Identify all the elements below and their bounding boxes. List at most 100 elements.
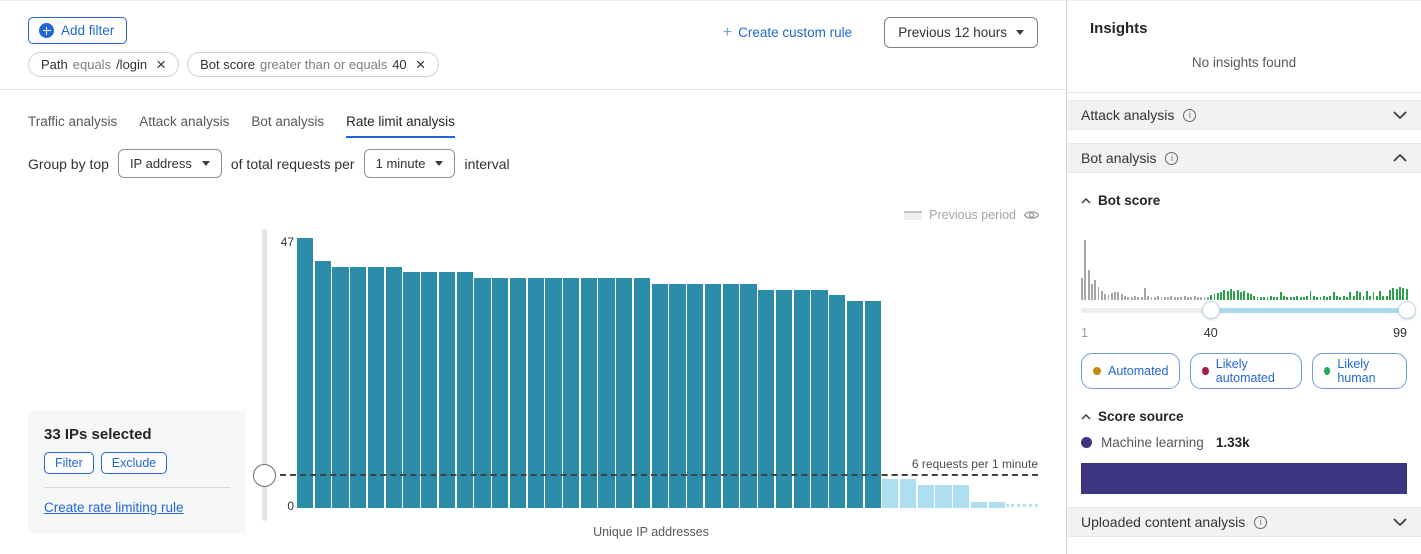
slider-label-from: 40 — [1203, 326, 1218, 340]
chart-bar[interactable] — [421, 272, 438, 508]
chart-bar[interactable] — [899, 479, 917, 508]
badge-automated[interactable]: Automated — [1081, 353, 1181, 389]
previous-period-swatch-icon — [904, 210, 923, 220]
histogram-bar — [1220, 292, 1223, 300]
threshold-slider-track[interactable] — [262, 229, 267, 521]
create-rate-limiting-rule-link[interactable]: Create rate limiting rule — [44, 500, 184, 515]
chart-bar[interactable] — [988, 502, 1005, 508]
chart-bar[interactable] — [722, 283, 739, 508]
info-icon[interactable] — [1183, 108, 1197, 122]
histogram-bar — [1226, 291, 1229, 300]
chart-bar[interactable] — [864, 301, 881, 508]
histogram-bar — [1299, 297, 1302, 300]
chevron-up-icon — [1081, 413, 1091, 419]
chart-bar[interactable] — [846, 301, 863, 508]
histogram-bar — [1346, 297, 1348, 300]
chart-bar[interactable] — [474, 278, 491, 508]
time-range-dropdown[interactable]: Previous 12 hours — [884, 17, 1038, 48]
panel-divider — [44, 487, 230, 488]
chart-bar[interactable] — [935, 485, 952, 508]
chart-bar[interactable] — [492, 278, 509, 508]
chart-bar[interactable] — [829, 295, 846, 508]
chart-bar[interactable] — [598, 278, 615, 508]
chart-bar[interactable] — [580, 278, 597, 508]
slider-handle-to[interactable] — [1398, 301, 1416, 319]
histogram-bar — [1355, 291, 1358, 300]
info-icon[interactable] — [1165, 151, 1179, 165]
add-filter-button[interactable]: Add filter — [28, 17, 128, 44]
histogram-bar — [1266, 297, 1269, 300]
chart-bar[interactable] — [403, 272, 420, 508]
eye-icon[interactable] — [1023, 209, 1040, 221]
histogram-bar — [1130, 297, 1133, 300]
filter-chip-path[interactable]: Path equals /login — [28, 52, 180, 77]
chart-bar[interactable] — [882, 479, 899, 508]
chart-bar[interactable] — [438, 272, 456, 508]
chart-bar[interactable] — [758, 289, 775, 508]
remove-filter-icon[interactable] — [416, 58, 426, 71]
section-bot-analysis[interactable]: Bot analysis — [1067, 143, 1421, 173]
chart-bar[interactable] — [367, 266, 385, 508]
chart-bar[interactable] — [527, 278, 544, 508]
histogram-bar — [1153, 297, 1156, 300]
chart-bar[interactable] — [456, 272, 473, 508]
chevron-down-icon — [201, 161, 210, 166]
histogram-bar — [1196, 297, 1199, 300]
remove-filter-icon[interactable] — [156, 58, 166, 71]
histogram-bar — [1127, 297, 1130, 300]
chart-bar[interactable] — [633, 278, 651, 508]
chart-bar[interactable] — [704, 283, 722, 508]
chart-bar[interactable] — [687, 283, 704, 508]
chart-bar[interactable] — [297, 238, 314, 508]
chart-bar[interactable] — [953, 485, 970, 508]
histogram-bar — [1399, 287, 1401, 300]
chart-bar[interactable] — [775, 289, 793, 508]
chart-bar[interactable] — [332, 266, 349, 508]
previous-period-legend[interactable]: Previous period — [904, 208, 1040, 222]
threshold-slider-handle[interactable] — [253, 464, 276, 487]
histogram-bar — [1329, 296, 1332, 300]
slider-handle-from[interactable] — [1201, 301, 1220, 319]
histogram-bar — [1180, 297, 1183, 300]
tab-attack-analysis[interactable]: Attack analysis — [139, 114, 230, 129]
badge-likely-human[interactable]: Likely human — [1312, 353, 1407, 389]
chart-bar[interactable] — [811, 289, 828, 508]
chart-bar[interactable] — [970, 502, 988, 508]
tab-bot-analysis[interactable]: Bot analysis — [251, 114, 325, 129]
histogram-bar — [1236, 290, 1239, 300]
chart-bar[interactable] — [917, 485, 934, 508]
histogram-bar — [1389, 290, 1391, 300]
histogram-bar — [1259, 297, 1262, 300]
chart-bar[interactable] — [740, 283, 757, 508]
histogram-bar — [1392, 288, 1395, 300]
chart-bar[interactable] — [563, 278, 580, 508]
exclude-button[interactable]: Exclude — [100, 452, 168, 474]
interval-select[interactable]: 1 minute — [363, 149, 456, 178]
chart-bar[interactable] — [385, 266, 402, 508]
create-custom-rule-link[interactable]: + Create custom rule — [722, 23, 853, 41]
chart-bar[interactable] — [314, 260, 331, 508]
chart-bar[interactable] — [509, 278, 527, 508]
section-attack-analysis[interactable]: Attack analysis — [1067, 100, 1421, 130]
chart-bar[interactable] — [350, 266, 367, 508]
tab-traffic-analysis[interactable]: Traffic analysis — [28, 114, 118, 129]
bot-score-header[interactable]: Bot score — [1081, 193, 1407, 208]
chart-bar[interactable] — [651, 283, 668, 508]
chart-bar[interactable] — [793, 289, 810, 508]
badge-likely-automated[interactable]: Likely automated — [1190, 353, 1303, 389]
histogram-bar — [1289, 297, 1292, 300]
chart-bar[interactable] — [545, 278, 562, 508]
histogram-bar — [1150, 297, 1153, 300]
chart-bar[interactable] — [616, 278, 633, 508]
group-by-dimension-select[interactable]: IP address — [117, 149, 222, 178]
chart-bar[interactable] — [669, 283, 686, 508]
filter-button[interactable]: Filter — [44, 452, 94, 474]
section-uploaded-content-analysis[interactable]: Uploaded content analysis — [1067, 507, 1421, 537]
score-source-header[interactable]: Score source — [1081, 409, 1407, 424]
plus-icon: + — [722, 23, 733, 41]
tab-rate-limit-analysis[interactable]: Rate limit analysis — [346, 114, 455, 138]
histogram-bar — [1326, 297, 1329, 300]
score-source-bar[interactable] — [1081, 463, 1407, 494]
info-icon[interactable] — [1254, 515, 1268, 529]
filter-chip-bot-score[interactable]: Bot score greater than or equals 40 — [187, 52, 439, 77]
